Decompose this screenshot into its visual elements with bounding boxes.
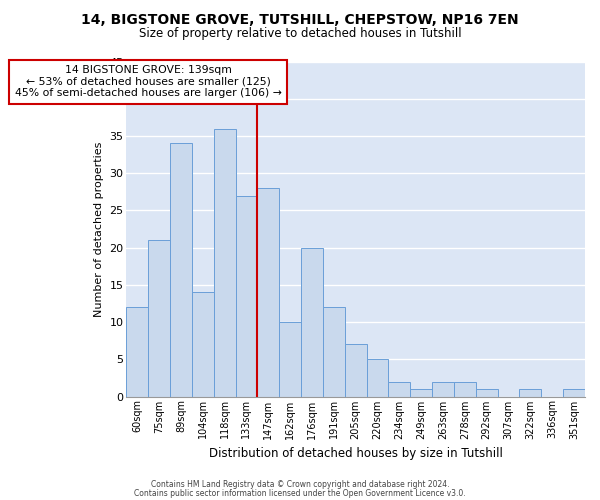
X-axis label: Distribution of detached houses by size in Tutshill: Distribution of detached houses by size … [209,447,503,460]
Bar [323,307,345,396]
Text: Contains HM Land Registry data © Crown copyright and database right 2024.: Contains HM Land Registry data © Crown c… [151,480,449,489]
Bar [257,188,279,396]
Bar [148,240,170,396]
Bar [214,128,236,396]
Bar [432,382,454,396]
Text: Size of property relative to detached houses in Tutshill: Size of property relative to detached ho… [139,28,461,40]
Bar [345,344,367,397]
Bar [476,389,497,396]
Text: Contains public sector information licensed under the Open Government Licence v3: Contains public sector information licen… [134,488,466,498]
Bar [520,389,541,396]
Bar [388,382,410,396]
Bar [410,389,432,396]
Bar [301,248,323,396]
Bar [126,307,148,396]
Y-axis label: Number of detached properties: Number of detached properties [94,142,104,316]
Text: 14 BIGSTONE GROVE: 139sqm
← 53% of detached houses are smaller (125)
45% of semi: 14 BIGSTONE GROVE: 139sqm ← 53% of detac… [15,65,281,98]
Bar [170,144,192,396]
Bar [454,382,476,396]
Bar [279,322,301,396]
Bar [236,196,257,396]
Text: 14, BIGSTONE GROVE, TUTSHILL, CHEPSTOW, NP16 7EN: 14, BIGSTONE GROVE, TUTSHILL, CHEPSTOW, … [81,12,519,26]
Bar [192,292,214,397]
Bar [367,360,388,397]
Bar [563,389,585,396]
